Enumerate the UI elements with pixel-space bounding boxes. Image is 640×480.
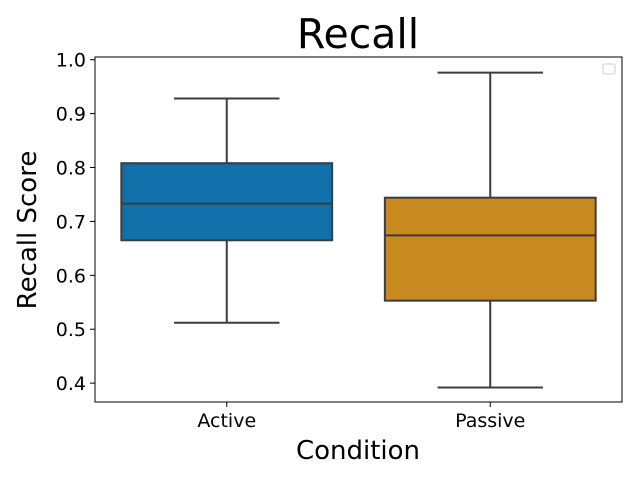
x-tick-label: Active xyxy=(197,410,256,432)
x-tick-label: Passive xyxy=(455,410,525,432)
box-iqr xyxy=(120,162,334,242)
y-tick-label: 0.8 xyxy=(56,158,86,180)
y-tick-label: 1.0 xyxy=(56,50,86,72)
box-iqr xyxy=(383,196,597,302)
y-tick-label: 0.9 xyxy=(56,104,86,126)
chart-title: Recall xyxy=(297,10,419,58)
plot-area: 0.4 0.5 0.6 0.7 0.8 0.9 1.0 Active Passive xyxy=(56,50,597,432)
y-tick-label: 0.4 xyxy=(56,373,86,395)
y-tick-label: 0.7 xyxy=(56,211,86,233)
x-axis-label: Condition xyxy=(296,436,420,466)
plot-frame xyxy=(94,56,623,403)
legend-box xyxy=(602,63,616,75)
y-tick-label: 0.6 xyxy=(56,265,86,287)
y-axis-label: Recall Score xyxy=(13,151,43,310)
y-tick-label: 0.5 xyxy=(56,319,86,341)
